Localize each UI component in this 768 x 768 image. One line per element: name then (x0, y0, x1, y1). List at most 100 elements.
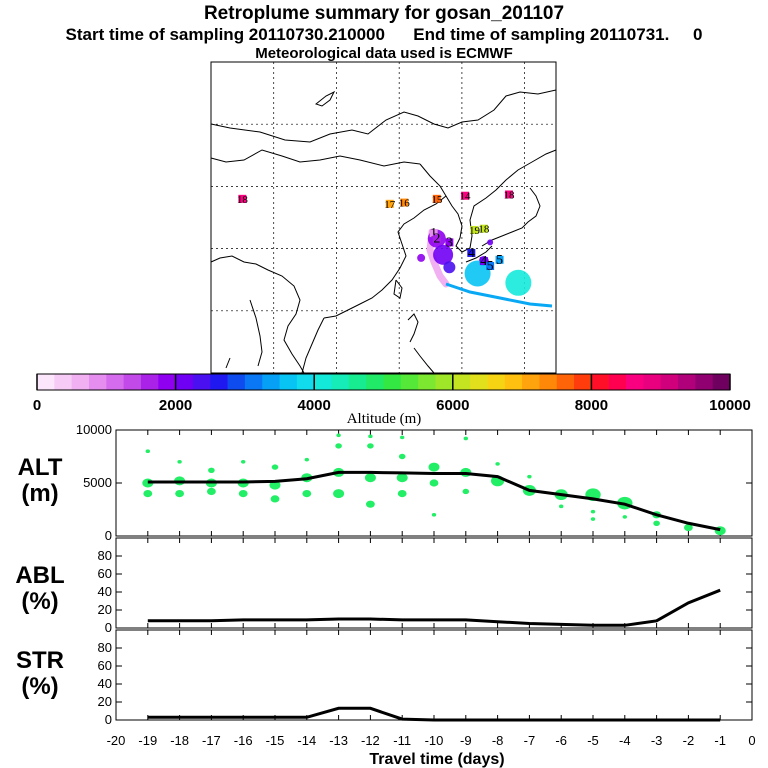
alt-scatter-point (684, 523, 693, 532)
abl-ytick-label: 40 (98, 584, 112, 599)
marker-label: 1 (430, 226, 437, 241)
colorbar-swatch (210, 374, 229, 390)
x-tick-label: -15 (266, 733, 285, 748)
x-tick-label: -9 (460, 733, 472, 748)
x-tick-label: -16 (234, 733, 253, 748)
alt-scatter-point (336, 433, 341, 438)
colorbar-swatch (348, 374, 367, 390)
alt-series-line (147, 470, 721, 532)
colorbar-swatch (626, 374, 644, 390)
alt-scatter-point (462, 488, 470, 495)
marker-label: 19 (469, 225, 481, 237)
colorbar-swatch (227, 374, 246, 390)
alt-scatter-point (302, 490, 312, 498)
coastline (393, 279, 403, 299)
alt-scatter-point (397, 490, 407, 498)
colorbar-swatch (539, 374, 558, 390)
abl-series-line (147, 588, 721, 627)
alt-scatter-point (527, 474, 532, 479)
marker-box (479, 224, 488, 233)
str-panel: 80 60 40 20 0 (98, 629, 753, 727)
abl-ytick-label: 80 (98, 548, 112, 563)
colorbar-label: Altitude (m) (347, 411, 422, 427)
alt-scatter-point (400, 435, 405, 440)
colorbar-swatch (366, 374, 384, 390)
abl-ytick-label: 20 (98, 602, 112, 617)
alt-scatter-point (335, 443, 342, 449)
sampling-end-trailing: 0 (692, 25, 703, 44)
colorbar-swatch (504, 374, 523, 390)
alt-scatter-point (145, 449, 150, 454)
marker-box (432, 194, 441, 203)
lake-baikal (314, 90, 336, 107)
colorbar-swatch (244, 374, 263, 390)
marker-label: 4 (468, 246, 475, 261)
coastline (481, 187, 541, 247)
sampling-times: Start time of sampling 20110730.210000 E… (0, 25, 768, 45)
plume-circle (505, 269, 532, 296)
colorbar-swatch (140, 374, 159, 390)
alt-scatter-point (622, 515, 627, 519)
x-tick-label: -18 (170, 733, 189, 748)
colorbar-tick: 10000 (709, 397, 751, 414)
marker-box (432, 234, 441, 243)
colorbar-swatch (487, 374, 506, 390)
marker-box (461, 191, 470, 200)
alt-scatter-point (368, 434, 373, 439)
str-ylabel: STR (%) (5, 648, 75, 700)
sampling-start: Start time of sampling 20110730.210000 (65, 25, 385, 44)
str-ylabel-text: STR (%) (16, 647, 64, 700)
alt-scatter-point (271, 464, 279, 470)
alt-scatter-point (207, 487, 216, 496)
abl-ylabel: ABL (%) (5, 563, 75, 615)
marker-label: 5 (496, 253, 503, 268)
alt-scatter-point (590, 509, 596, 514)
x-tick-label: -6 (555, 733, 567, 748)
coastline (407, 313, 419, 343)
colorbar-swatch (331, 374, 350, 390)
alt-scatter-point (559, 504, 564, 509)
colorbar-swatch (470, 374, 488, 390)
alt-scatter-point (428, 462, 440, 472)
colorbar-tick: 2000 (159, 397, 192, 414)
coastline (225, 357, 231, 369)
abl-ytick-label: 0 (105, 620, 112, 635)
alt-scatter-point (463, 436, 468, 441)
colorbar-swatch (556, 374, 575, 390)
colorbar-swatch (574, 374, 592, 390)
colorbar-tick: 6000 (436, 397, 469, 414)
marker-box (400, 198, 409, 207)
str-ytick-label: 0 (105, 712, 112, 727)
x-tick-label: -12 (361, 733, 380, 748)
chart-title: Retroplume summary for gosan_201107 (203, 3, 565, 24)
x-tick-label: -14 (297, 733, 316, 748)
colorbar-swatch (695, 374, 714, 390)
plume-circle (464, 260, 491, 287)
abl-ytick-label: 60 (98, 566, 112, 581)
alt-scatter-point (208, 467, 215, 473)
plume-path (445, 282, 553, 308)
x-tick-label: -2 (683, 733, 695, 748)
colorbar-tick: 0 (33, 397, 41, 414)
plume-circle (417, 253, 426, 262)
colorbar-tick: 8000 (575, 397, 608, 414)
alt-scatter-point (366, 500, 375, 508)
alt-scatter-point (364, 473, 376, 483)
x-tick-label: -4 (619, 733, 631, 748)
colorbar-swatch (296, 374, 315, 390)
alt-scatter-point (238, 490, 248, 498)
map-frame (210, 61, 557, 374)
x-axis: -20 -19 -18 -17 -16 -15 -14 -13 -12 -11 -10 -9 -8 -7-… (107, 733, 756, 768)
meteo-label: Meteorological data used is ECMWF (255, 45, 513, 62)
sampling-end: End time of sampling 20110731. (413, 25, 670, 44)
alt-scatter-point (333, 489, 345, 499)
marker-box (495, 255, 504, 264)
colorbar: 0 2000 4000 6000 8000 10000 Altitude (m) (33, 373, 751, 427)
marker-box (479, 257, 488, 266)
alt-ytick-label: 5000 (83, 475, 112, 490)
colorbar-swatch (192, 374, 211, 390)
colorbar-swatch (383, 374, 402, 390)
colorbar-swatch (88, 374, 107, 390)
colorbar-swatch (591, 374, 610, 390)
